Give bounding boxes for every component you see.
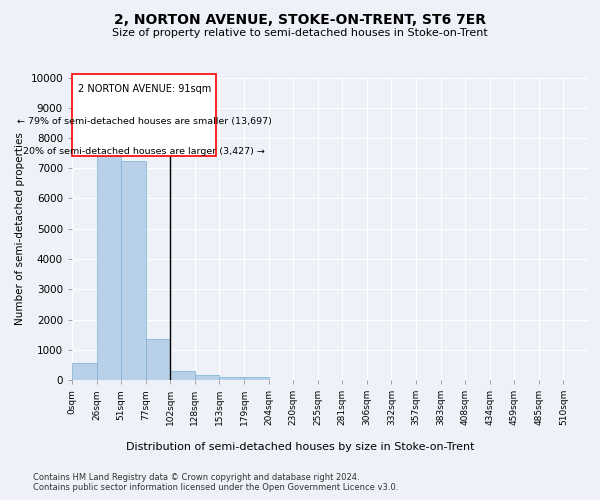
Bar: [244, 378, 269, 380]
FancyBboxPatch shape: [72, 74, 217, 156]
Y-axis label: Number of semi-detached properties: Number of semi-detached properties: [15, 132, 25, 325]
Text: Contains public sector information licensed under the Open Government Licence v3: Contains public sector information licen…: [33, 484, 398, 492]
Text: 2, NORTON AVENUE, STOKE-ON-TRENT, ST6 7ER: 2, NORTON AVENUE, STOKE-ON-TRENT, ST6 7E…: [114, 12, 486, 26]
Text: Size of property relative to semi-detached houses in Stoke-on-Trent: Size of property relative to semi-detach…: [112, 28, 488, 38]
Text: Distribution of semi-detached houses by size in Stoke-on-Trent: Distribution of semi-detached houses by …: [126, 442, 474, 452]
Bar: [146, 339, 170, 380]
Text: Contains HM Land Registry data © Crown copyright and database right 2024.: Contains HM Land Registry data © Crown c…: [33, 472, 359, 482]
Bar: [220, 377, 244, 380]
Text: ← 79% of semi-detached houses are smaller (13,697): ← 79% of semi-detached houses are smalle…: [17, 117, 272, 126]
Bar: [195, 376, 220, 380]
Text: 2 NORTON AVENUE: 91sqm: 2 NORTON AVENUE: 91sqm: [77, 84, 211, 94]
Text: 20% of semi-detached houses are larger (3,427) →: 20% of semi-detached houses are larger (…: [23, 147, 265, 156]
Bar: [121, 160, 146, 380]
Bar: [97, 150, 121, 380]
Bar: [72, 364, 97, 380]
Bar: [170, 371, 195, 380]
